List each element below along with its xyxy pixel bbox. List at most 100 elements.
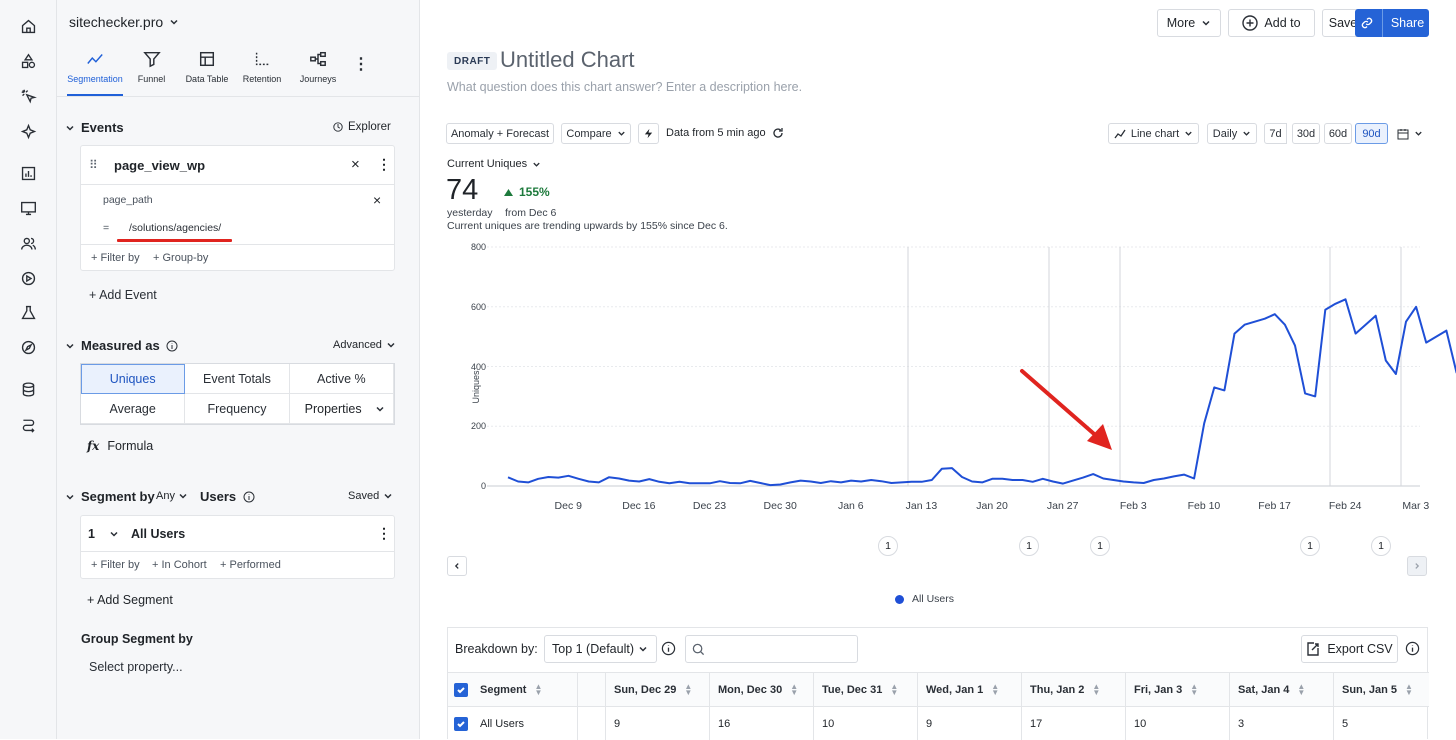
- measure-event-totals[interactable]: Event Totals: [185, 364, 290, 394]
- measure-properties[interactable]: Properties: [289, 394, 394, 424]
- saved-dropdown[interactable]: Saved: [348, 490, 393, 502]
- sparkle-icon[interactable]: [17, 120, 39, 142]
- cursor-click-icon[interactable]: [17, 85, 39, 107]
- play-circle-icon[interactable]: [17, 267, 39, 289]
- more-options-icon[interactable]: ⋮: [377, 525, 391, 541]
- chart-description[interactable]: What question does this chart answer? En…: [447, 80, 803, 94]
- row-checkbox[interactable]: [454, 716, 468, 731]
- range-30d[interactable]: 30d: [1292, 123, 1320, 144]
- date-picker-button[interactable]: [1392, 123, 1428, 144]
- column-header-date[interactable]: Thu, Jan 2 ▲ ▼: [1022, 672, 1126, 707]
- home-icon[interactable]: [17, 15, 39, 37]
- drag-handle-icon[interactable]: ⠿: [89, 158, 98, 172]
- performed-button[interactable]: + Performed: [220, 559, 281, 571]
- lightning-button[interactable]: [638, 123, 659, 144]
- add-segment-button[interactable]: + Add Segment: [87, 593, 173, 607]
- database-icon[interactable]: [17, 378, 39, 400]
- tab-data-table[interactable]: Data Table: [181, 50, 233, 84]
- column-header-date[interactable]: Tue, Dec 31 ▲ ▼: [814, 672, 918, 707]
- range-60d[interactable]: 60d: [1324, 123, 1352, 144]
- annotation-marker[interactable]: 1: [1300, 536, 1320, 556]
- column-header-date[interactable]: Sun, Dec 29 ▲ ▼: [606, 672, 710, 707]
- more-options-icon[interactable]: ⋮: [377, 156, 391, 172]
- column-header-date[interactable]: Mon, Dec 30 ▲ ▼: [710, 672, 814, 707]
- measure-average[interactable]: Average: [81, 394, 186, 424]
- measure-active-percent[interactable]: Active %: [289, 364, 394, 394]
- tab-segmentation[interactable]: Segmentation: [67, 50, 123, 96]
- refresh-icon[interactable]: [772, 127, 784, 139]
- segment-header[interactable]: Segment by: [65, 489, 155, 504]
- annotation-marker[interactable]: 1: [1090, 536, 1110, 556]
- filter-value[interactable]: /solutions/agencies/: [129, 222, 222, 234]
- tab-journeys[interactable]: Journeys: [295, 50, 341, 84]
- close-icon[interactable]: ×: [351, 156, 360, 173]
- events-header[interactable]: Events: [65, 120, 124, 135]
- flask-icon[interactable]: [17, 301, 39, 323]
- explorer-link[interactable]: Explorer: [332, 121, 391, 133]
- column-header-date[interactable]: Fri, Jan 3 ▲ ▼: [1126, 672, 1230, 707]
- column-header-date[interactable]: Wed, Jan 1 ▲ ▼: [918, 672, 1022, 707]
- group-by-button[interactable]: + Group-by: [153, 252, 209, 264]
- column-header-date[interactable]: Sun, Jan 5 ▲ ▼: [1334, 672, 1429, 707]
- chart-title[interactable]: Untitled Chart: [500, 47, 635, 72]
- scroll-left-button[interactable]: [447, 556, 467, 576]
- interval-dropdown[interactable]: Daily: [1207, 123, 1257, 144]
- measure-uniques[interactable]: Uniques: [81, 364, 186, 394]
- users-icon[interactable]: [17, 232, 39, 254]
- table-row-segment[interactable]: All Users: [448, 707, 578, 740]
- group-segment-select[interactable]: Select property...: [89, 660, 183, 674]
- in-cohort-button[interactable]: + In Cohort: [152, 559, 207, 571]
- advanced-dropdown[interactable]: Advanced: [333, 339, 396, 351]
- event-name[interactable]: page_view_wp: [114, 158, 206, 173]
- compare-dropdown[interactable]: Compare: [561, 123, 631, 144]
- table-search-input[interactable]: [685, 635, 858, 663]
- select-all-checkbox[interactable]: [454, 682, 468, 697]
- range-90d[interactable]: 90d: [1355, 123, 1388, 144]
- add-to-button[interactable]: Add to: [1228, 9, 1315, 37]
- flow-icon[interactable]: [17, 413, 39, 435]
- segment-any-dropdown[interactable]: Any: [156, 490, 188, 502]
- metric-selector[interactable]: Current Uniques: [447, 158, 541, 170]
- column-header-date[interactable]: Sat, Jan 4 ▲ ▼: [1230, 672, 1334, 707]
- annotation-marker[interactable]: 1: [878, 536, 898, 556]
- chevron-down-icon[interactable]: [109, 529, 119, 539]
- share-button[interactable]: Share: [1355, 9, 1429, 37]
- segment-filter-by-button[interactable]: + Filter by: [91, 559, 140, 571]
- compass-icon[interactable]: [17, 336, 39, 358]
- range-7d[interactable]: 7d: [1264, 123, 1287, 144]
- column-header-segment[interactable]: Segment ▲ ▼: [448, 672, 578, 707]
- info-icon[interactable]: [1405, 641, 1420, 656]
- segment-users-label[interactable]: Users: [200, 489, 255, 504]
- share-label: Share: [1390, 16, 1425, 30]
- tab-funnel[interactable]: Funnel: [129, 50, 174, 84]
- close-icon[interactable]: ×: [373, 192, 382, 208]
- add-event-button[interactable]: + Add Event: [89, 288, 157, 302]
- annotation-marker[interactable]: 1: [1371, 536, 1391, 556]
- tab-label: Funnel: [137, 74, 166, 84]
- more-tabs-icon[interactable]: ⋮: [353, 56, 369, 73]
- chart-legend[interactable]: All Users: [895, 593, 954, 605]
- shapes-icon[interactable]: [17, 50, 39, 72]
- formula-button[interactable]: fx Formula: [87, 439, 153, 453]
- measure-frequency[interactable]: Frequency: [185, 394, 290, 424]
- info-icon[interactable]: [166, 340, 178, 352]
- export-csv-button[interactable]: Export CSV: [1301, 635, 1398, 663]
- annotation-marker[interactable]: 1: [1019, 536, 1039, 556]
- bar-chart-icon[interactable]: [17, 162, 39, 184]
- chart-type-dropdown[interactable]: Line chart: [1108, 123, 1199, 144]
- filter-property[interactable]: page_path: [103, 194, 153, 206]
- filter-by-button[interactable]: + Filter by: [91, 252, 140, 264]
- info-icon[interactable]: [661, 641, 676, 656]
- monitor-icon[interactable]: [17, 197, 39, 219]
- tab-retention[interactable]: Retention: [239, 50, 285, 84]
- filter-operator[interactable]: =: [103, 222, 110, 234]
- more-dropdown[interactable]: More: [1157, 9, 1221, 37]
- anomaly-forecast-button[interactable]: Anomaly + Forecast: [446, 123, 554, 144]
- segment-name[interactable]: All Users: [131, 527, 186, 541]
- breakdown-dropdown[interactable]: Top 1 (Default): [544, 635, 657, 663]
- info-icon[interactable]: [243, 491, 255, 503]
- scroll-right-button[interactable]: [1407, 556, 1427, 576]
- measured-header[interactable]: Measured as: [65, 338, 178, 353]
- project-switcher[interactable]: sitechecker.pro: [69, 14, 179, 30]
- x-tick-label: Feb 24: [1328, 500, 1362, 512]
